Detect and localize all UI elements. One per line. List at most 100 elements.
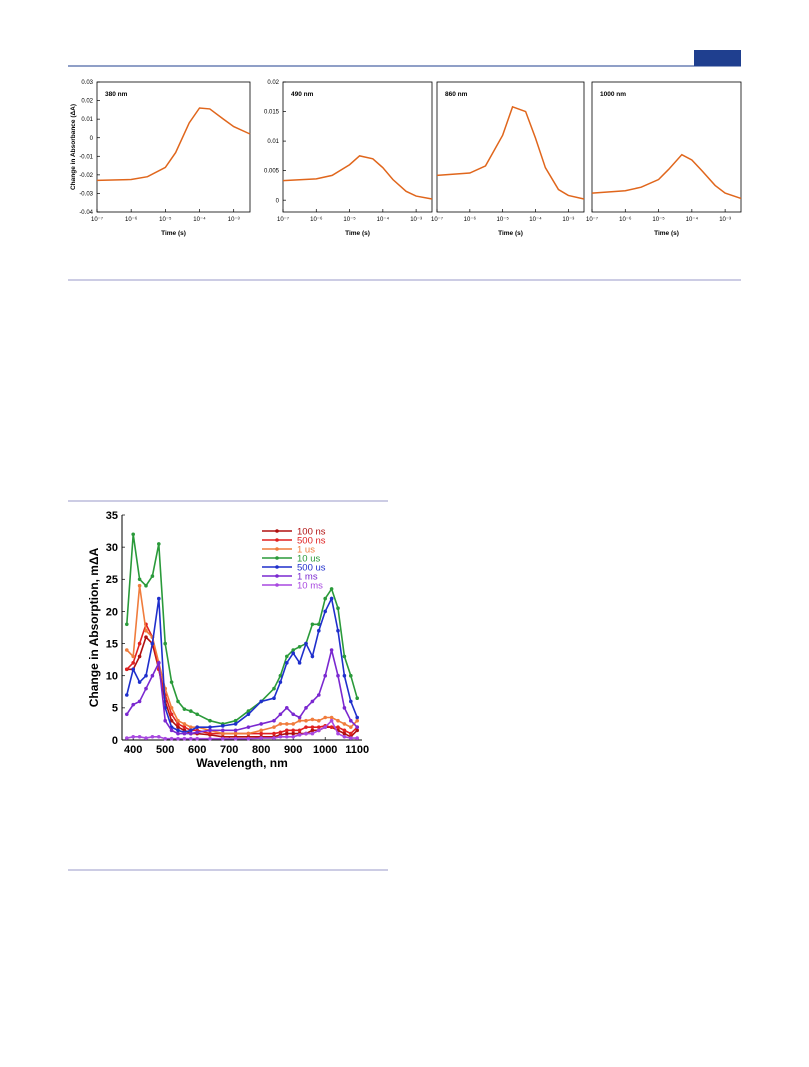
series-marker	[246, 731, 251, 736]
series-marker	[195, 736, 199, 741]
x-tick-label: 600	[188, 744, 206, 756]
x-tick-label: 10⁻⁴	[193, 216, 206, 223]
series-marker	[336, 718, 340, 723]
series-line	[436, 105, 585, 200]
x-tick-label: 10⁻⁷	[431, 216, 443, 223]
series-marker	[246, 736, 251, 741]
series-marker	[297, 715, 302, 720]
series-marker	[208, 736, 212, 741]
series-marker	[278, 730, 283, 735]
legend-marker	[275, 529, 279, 533]
plot-frame	[436, 81, 585, 213]
series-marker	[150, 734, 155, 739]
series-marker	[182, 725, 187, 729]
series-marker	[329, 596, 334, 601]
series-marker	[278, 722, 283, 726]
x-tick-label: 10⁻⁴	[686, 216, 699, 223]
series-marker	[323, 673, 328, 678]
series-marker	[297, 718, 302, 723]
x-tick-label: 10⁻³	[410, 217, 422, 223]
legend-marker	[275, 583, 279, 587]
series-marker	[342, 654, 347, 659]
series-marker	[272, 686, 276, 691]
series-marker	[176, 718, 180, 723]
series-marker	[291, 651, 296, 656]
series-marker	[176, 699, 180, 704]
x-tick-label: 900	[284, 744, 302, 756]
x-axis-label: Time (s)	[345, 230, 370, 237]
series-marker	[285, 728, 289, 733]
series-marker	[342, 731, 347, 736]
series-marker	[125, 736, 129, 740]
x-axis-label: Time (s)	[654, 230, 679, 237]
series-marker	[169, 736, 174, 741]
series-marker	[208, 731, 212, 736]
y-axis-label: Change in Absorbance (ΔA)	[70, 104, 77, 190]
x-tick-label: 400	[124, 744, 142, 756]
series-marker	[137, 641, 142, 646]
x-tick-label: 10⁻⁴	[377, 216, 390, 223]
series-marker	[349, 718, 353, 723]
x-axis-label: Time (s)	[161, 230, 186, 237]
series-marker	[310, 699, 315, 704]
series-marker	[336, 725, 340, 729]
plot-frame	[591, 81, 742, 213]
series-marker	[157, 596, 161, 601]
y-tick-label: 0.02	[267, 80, 279, 86]
series-marker	[310, 717, 315, 722]
series-marker	[189, 731, 193, 736]
series-line	[126, 596, 358, 734]
series-marker	[285, 661, 289, 665]
series-marker	[157, 734, 161, 739]
series-marker	[144, 736, 148, 740]
series-marker	[272, 731, 276, 736]
series-marker	[182, 707, 187, 711]
series-marker	[355, 715, 360, 720]
series-marker	[144, 628, 148, 633]
series-marker	[278, 680, 283, 684]
series-marker	[233, 718, 238, 723]
x-tick-label: 10⁻⁵	[159, 216, 172, 223]
y-tick-label: 0.02	[81, 99, 93, 105]
series-marker	[169, 706, 174, 710]
series-marker	[182, 731, 187, 736]
series-marker	[342, 728, 347, 733]
series-marker	[310, 622, 315, 627]
series-marker	[349, 736, 353, 740]
series-marker	[291, 734, 296, 739]
series-marker	[221, 736, 225, 741]
series-marker	[336, 628, 340, 633]
series-marker	[125, 648, 129, 652]
legend-label: 500 ns	[297, 536, 326, 547]
series-marker	[355, 718, 360, 723]
x-tick-label: 10⁻⁴	[529, 216, 542, 223]
legend-marker	[275, 538, 279, 542]
x-tick-label: 10⁻⁵	[343, 216, 356, 223]
series-marker	[169, 680, 174, 684]
x-tick-label: 10⁻³	[719, 217, 731, 223]
y-tick-label: 25	[106, 574, 118, 586]
series-marker	[208, 728, 212, 733]
x-tick-label: 700	[220, 744, 238, 756]
series-marker	[163, 718, 167, 723]
x-tick-label: 1000	[313, 744, 337, 756]
series-marker	[285, 706, 289, 710]
series-marker	[157, 661, 161, 665]
x-tick-label: 500	[156, 744, 174, 756]
series-marker	[304, 718, 308, 723]
series-marker	[304, 641, 308, 646]
panel-label: 490 nm	[291, 91, 314, 98]
series-marker	[157, 542, 161, 546]
series-marker	[131, 667, 135, 672]
series-marker	[349, 673, 353, 678]
series-marker	[317, 728, 321, 733]
series-marker	[176, 728, 180, 733]
x-tick-label: 10⁻⁶	[464, 216, 477, 223]
series-marker	[169, 712, 174, 717]
series-marker	[336, 673, 340, 678]
series-marker	[329, 725, 334, 729]
series-marker	[182, 722, 187, 726]
series-marker	[259, 731, 264, 736]
y-tick-label: 0	[112, 735, 118, 747]
series-marker	[297, 733, 302, 737]
